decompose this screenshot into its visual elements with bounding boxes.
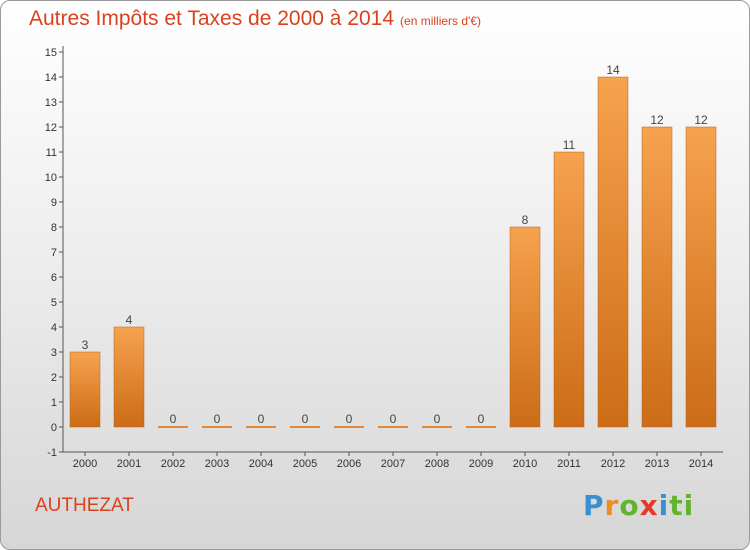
y-tick-label: 9: [51, 197, 57, 209]
logo-letter: i: [658, 489, 670, 522]
y-tick-label: 8: [51, 222, 57, 234]
bar: [290, 426, 320, 428]
y-tick-label: 6: [51, 272, 57, 284]
data-label: 0: [170, 412, 177, 426]
y-tick-label: 1: [51, 397, 57, 409]
bar: [334, 426, 364, 428]
y-tick-label: 14: [45, 72, 57, 84]
bar: [509, 226, 541, 428]
x-tick-label: 2009: [469, 458, 493, 470]
data-label: 0: [258, 412, 265, 426]
bar: [246, 426, 276, 428]
bar: [69, 351, 101, 428]
commune-name: AUTHEZAT: [35, 495, 134, 516]
x-tick-label: 2002: [161, 458, 185, 470]
x-tick-label: 2001: [117, 458, 141, 470]
chart-title-text: Autres Impôts et Taxes de 2000 à 2014: [29, 7, 395, 30]
bar: [553, 151, 585, 428]
bar: [378, 426, 408, 428]
data-label: 12: [650, 113, 664, 127]
logo-letter: ti: [669, 489, 695, 522]
x-tick-label: 2007: [381, 458, 405, 470]
bar: [641, 126, 673, 428]
y-tick-label: 11: [46, 147, 57, 159]
x-tick-label: 2005: [293, 458, 317, 470]
bar: [113, 326, 145, 428]
y-tick-label: 15: [45, 47, 57, 59]
x-tick-label: 2003: [205, 458, 229, 470]
x-tick-label: 2004: [249, 458, 273, 470]
y-tick-label: 3: [51, 347, 57, 359]
x-tick-label: 2010: [513, 458, 537, 470]
bar: [422, 426, 452, 428]
bar: [466, 426, 496, 428]
proxiti-logo: Proxiti: [583, 489, 694, 522]
data-label: 0: [434, 412, 441, 426]
x-tick-label: 2013: [645, 458, 669, 470]
data-label: 11: [563, 138, 576, 152]
chart-subtitle: (en milliers d'€): [400, 14, 482, 28]
data-label: 0: [478, 412, 485, 426]
data-label: 14: [606, 63, 620, 77]
y-tick-label: -1: [47, 447, 57, 459]
bar: [685, 126, 717, 428]
data-label: 12: [694, 113, 708, 127]
y-tick-label: 2: [51, 372, 57, 384]
data-label: 0: [302, 412, 309, 426]
x-tick-label: 2012: [601, 458, 625, 470]
data-label: 0: [390, 412, 397, 426]
data-label: 0: [214, 412, 221, 426]
x-tick-label: 2011: [557, 458, 581, 470]
y-tick-label: 0: [51, 422, 57, 434]
data-label: 8: [522, 213, 529, 227]
y-tick-label: 5: [51, 297, 57, 309]
bar: [158, 426, 188, 428]
data-label: 4: [126, 313, 133, 327]
x-tick-label: 2000: [73, 458, 97, 470]
y-tick-label: 13: [45, 97, 57, 109]
logo-letter: o: [619, 489, 640, 522]
y-tick-label: 7: [51, 247, 57, 259]
y-tick-label: 4: [51, 322, 57, 334]
logo-letter: r: [604, 489, 620, 522]
data-label: 0: [346, 412, 353, 426]
bar: [202, 426, 232, 428]
logo-letter: x: [639, 489, 659, 522]
data-label: 3: [82, 338, 89, 352]
y-tick-label: 10: [45, 172, 57, 184]
logo-letter: P: [583, 489, 605, 522]
y-tick-label: 12: [45, 122, 57, 134]
bar: [597, 76, 629, 428]
x-tick-label: 2008: [425, 458, 449, 470]
x-tick-label: 2006: [337, 458, 361, 470]
chart-title: Autres Impôts et Taxes de 2000 à 2014 (en…: [29, 7, 481, 31]
x-tick-label: 2014: [689, 458, 713, 470]
